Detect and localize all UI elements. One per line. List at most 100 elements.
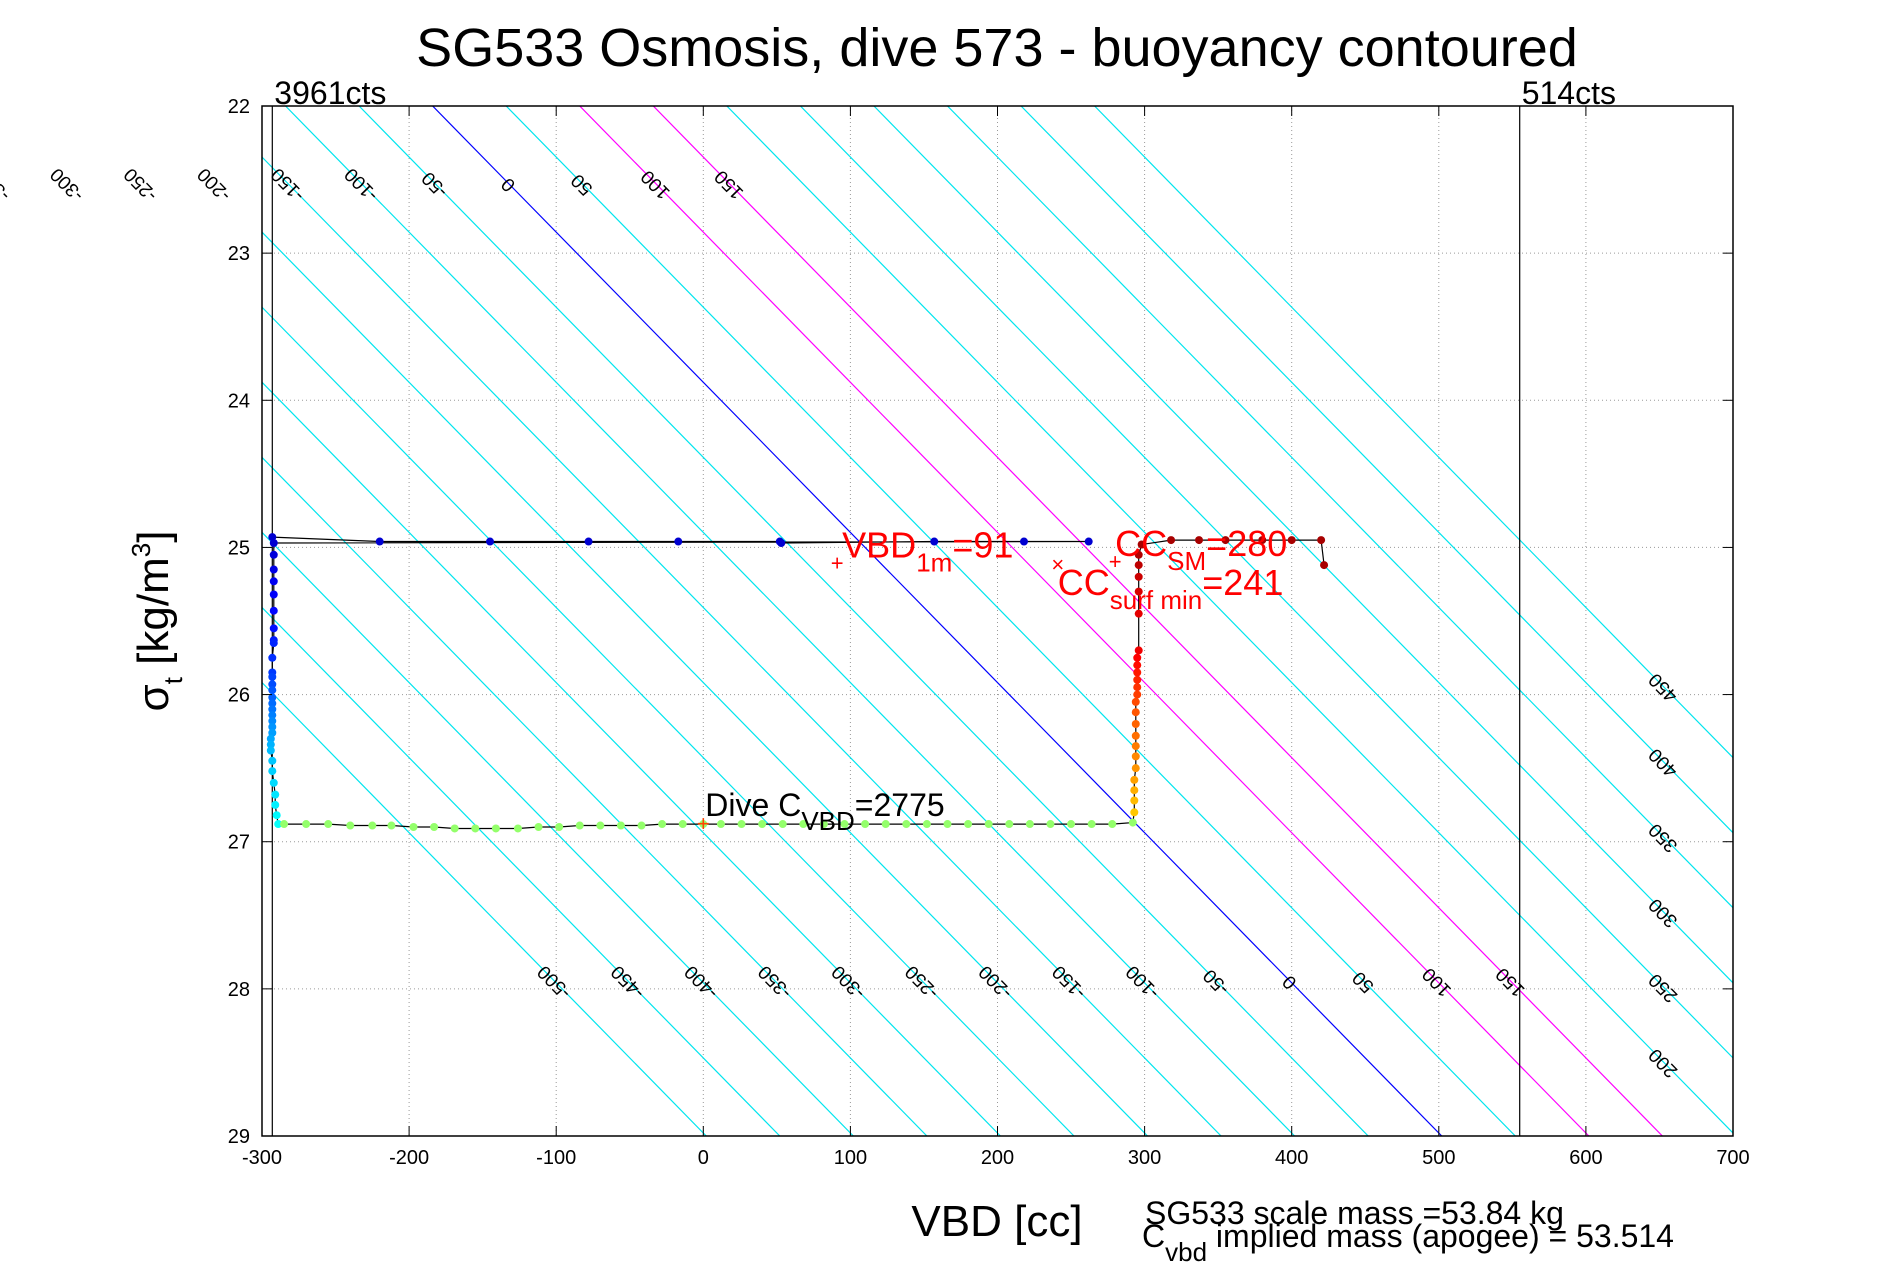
x-tick-label: 200 xyxy=(981,1147,1014,1169)
data-point-climb-surface xyxy=(1320,561,1329,570)
data-point-apogee xyxy=(596,821,605,830)
count-limit-label: 514cts xyxy=(1522,75,1616,111)
y-axis-label-sup: 3 xyxy=(126,543,156,557)
marker-symbol: + xyxy=(697,811,710,836)
data-point-apogee xyxy=(861,820,870,829)
data-point-apogee xyxy=(1128,818,1137,827)
contour-line xyxy=(285,106,1296,1136)
data-point-climb-column xyxy=(1131,742,1140,751)
data-point-descent-column xyxy=(268,711,277,720)
y-axis-label-symbol: σ xyxy=(129,684,178,711)
axis-ticks: -300 -200 -100 0 100 200 300 400 500 600 700 22 23 24… xyxy=(228,96,1750,1169)
data-point-descent-column xyxy=(269,624,278,633)
contour-line xyxy=(262,381,1001,1136)
marker-symbol: × xyxy=(1051,552,1064,577)
count-limit-label: 3961cts xyxy=(274,75,386,111)
x-tick-label: 600 xyxy=(1569,1147,1602,1169)
data-point-climb-column xyxy=(1131,720,1140,728)
data-point-climb-column xyxy=(1134,550,1143,559)
y-tick-label: 22 xyxy=(228,96,250,118)
data-point-apogee xyxy=(737,820,746,829)
chart-title: SG533 Osmosis, dive 573 - buoyancy conto… xyxy=(416,18,1578,78)
contour-line xyxy=(873,106,1733,984)
data-point-climb-surface xyxy=(1137,540,1146,549)
y-tick-label: 29 xyxy=(228,1126,250,1148)
data-point-dive-surface xyxy=(930,537,939,546)
data-point-descent-column xyxy=(271,790,280,799)
contour-line xyxy=(358,106,1369,1136)
svg-text:σt [kg/m3]: σt [kg/m3] xyxy=(126,531,188,712)
marker-label: VBD1m=91 xyxy=(842,525,1013,578)
annotations: +VBD1m=91 ×CCsurf min=241+CCSM=280+Dive C… xyxy=(697,523,1287,836)
marker-label: CCSM=280 xyxy=(1115,523,1287,576)
contour-label-upper: -250 xyxy=(120,163,162,205)
data-point-descent-column xyxy=(269,590,278,599)
contour-line xyxy=(1020,106,1733,834)
data-point-dive-surface xyxy=(1084,537,1093,546)
data-point-descent-column xyxy=(268,672,277,681)
data-point-descent-column xyxy=(268,722,277,731)
data-point-climb-surface xyxy=(1258,536,1267,545)
y-tick-label: 25 xyxy=(228,537,250,559)
glider-trace xyxy=(270,536,1325,830)
contour-line xyxy=(262,606,781,1136)
implied-mass-text: Cvbd implied mass (apogee) = 53.514 xyxy=(1142,1218,1674,1262)
x-tick-label: -300 xyxy=(242,1147,282,1169)
contour-line xyxy=(262,681,707,1136)
data-point-climb-column xyxy=(1134,587,1143,596)
y-tick-label: 23 xyxy=(228,243,250,265)
data-point-descent-column xyxy=(268,699,277,708)
data-point-climb-column xyxy=(1133,690,1142,699)
data-point-apogee xyxy=(699,820,708,829)
marker-label: Dive CVBD=2775 xyxy=(705,787,944,836)
data-point-climb-column xyxy=(1134,561,1143,570)
y-axis-label-units: [kg/m xyxy=(129,557,178,665)
data-point-climb-surface xyxy=(1287,536,1296,545)
data-point-apogee xyxy=(368,821,377,830)
implied-mass-rest: implied mass (apogee) = 53.514 xyxy=(1207,1218,1674,1254)
contour-line xyxy=(262,156,1222,1136)
data-point-dive-surface xyxy=(1019,537,1028,546)
count-limits: 3961cts 514cts xyxy=(271,75,1616,1136)
data-point-apogee xyxy=(280,820,289,829)
contour-line xyxy=(652,106,1663,1136)
data-point-apogee xyxy=(555,823,564,831)
data-point-descent-column xyxy=(268,705,277,714)
data-point-dive-surface xyxy=(584,537,593,546)
contour-line xyxy=(432,106,1443,1136)
data-point-apogee xyxy=(1005,820,1014,829)
x-tick-label: 0 xyxy=(698,1147,709,1169)
data-point-apogee xyxy=(678,820,687,829)
data-point-descent-column xyxy=(269,606,278,615)
data-point-apogee xyxy=(964,820,973,829)
y-tick-label: 24 xyxy=(228,390,250,412)
contour-line xyxy=(262,456,928,1136)
data-point-apogee xyxy=(1087,820,1096,829)
y-tick-label: 27 xyxy=(228,832,250,854)
data-point-climb-column xyxy=(1130,796,1139,805)
data-point-apogee xyxy=(491,824,500,833)
data-point-apogee xyxy=(716,820,725,829)
contour-line xyxy=(505,106,1516,1136)
data-point-dive-surface xyxy=(777,539,786,548)
data-point-dive-surface xyxy=(674,537,683,546)
data-point-apogee xyxy=(471,824,480,833)
data-point-climb-column xyxy=(1133,683,1142,692)
data-point-descent-column xyxy=(268,686,277,695)
data-point-descent-column xyxy=(266,740,275,749)
x-tick-label: 100 xyxy=(834,1147,867,1169)
data-point-apogee xyxy=(984,820,993,829)
data-point-climb-column xyxy=(1134,646,1143,655)
data-point-descent-column xyxy=(269,577,278,586)
data-point-apogee xyxy=(922,820,931,829)
data-point-climb-column xyxy=(1131,764,1140,773)
data-point-climb-column xyxy=(1133,653,1142,662)
data-point-descent-column xyxy=(268,767,277,776)
data-point-climb-surface xyxy=(1195,536,1204,545)
contour-line xyxy=(262,306,1075,1136)
y-axis-label-close: ] xyxy=(129,531,178,543)
data-point-apogee xyxy=(1025,820,1034,829)
contour-line xyxy=(262,231,1148,1136)
x-axis-label: VBD [cc] xyxy=(911,1197,1082,1246)
